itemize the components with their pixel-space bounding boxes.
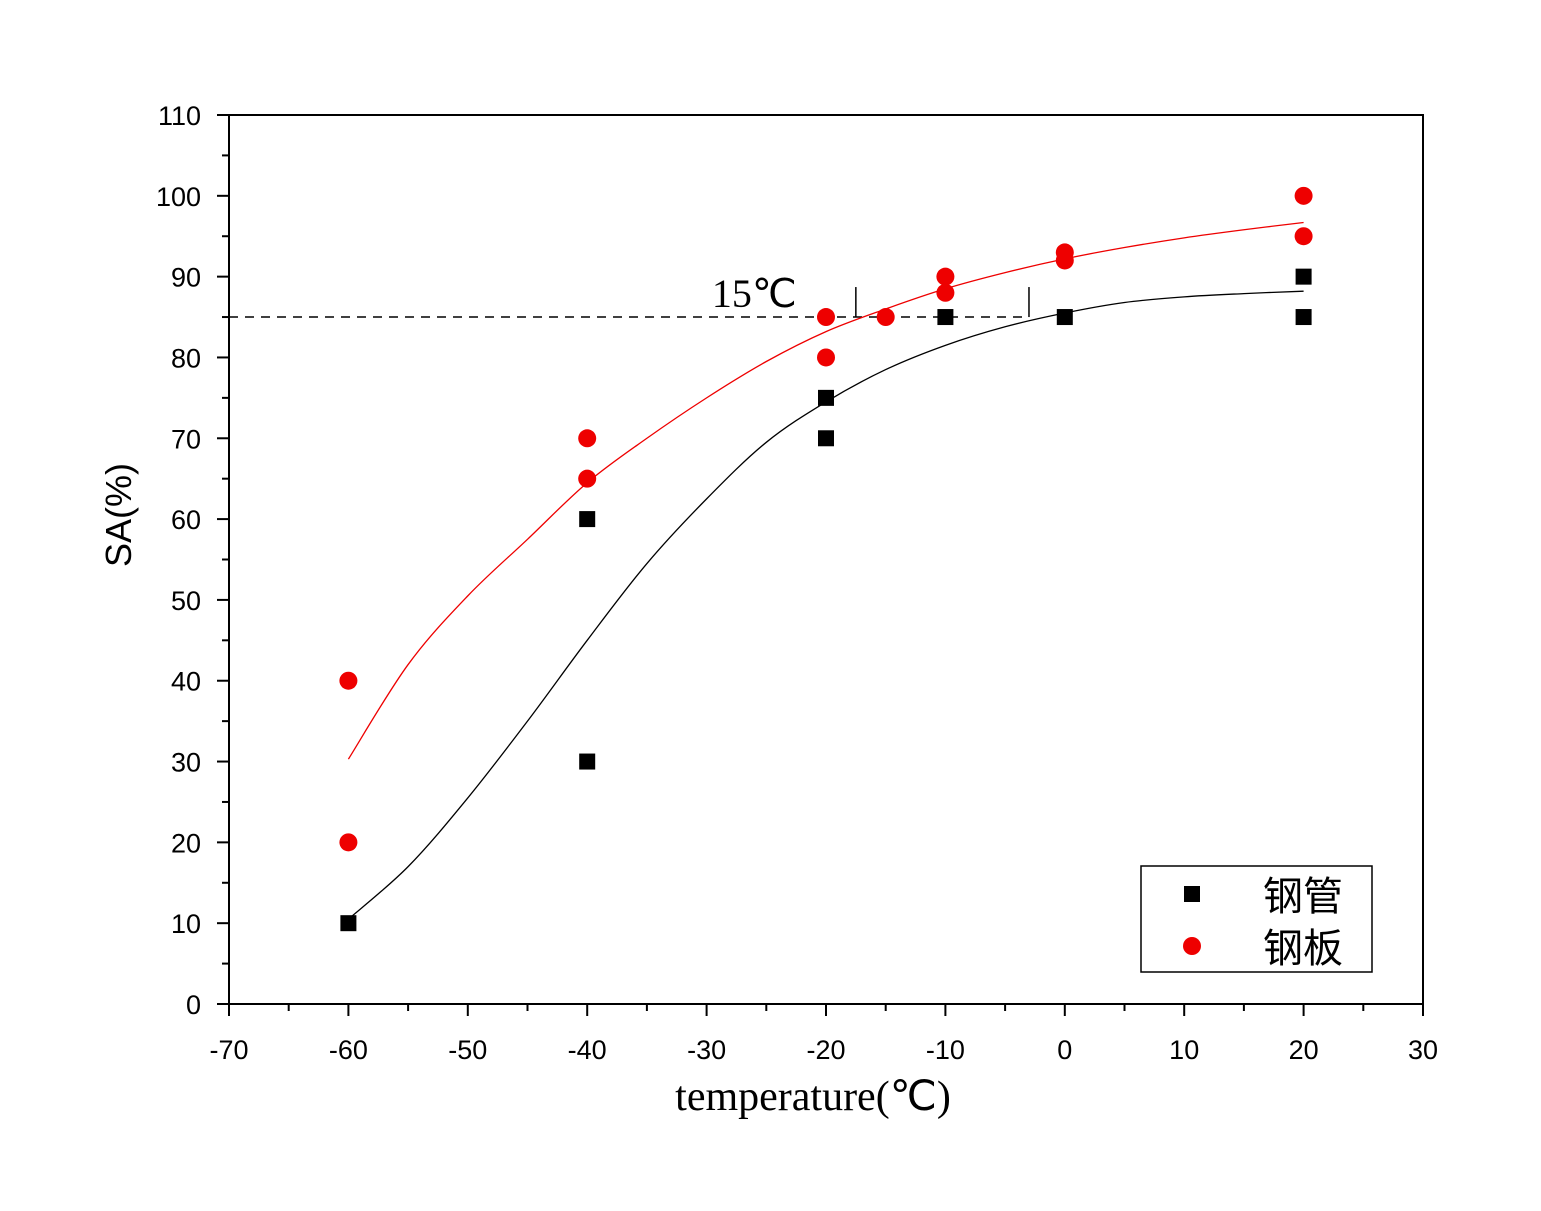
x-tick-label: -60: [329, 1035, 368, 1065]
y-tick-label: 70: [171, 424, 201, 454]
data-point-steel-plate: [339, 671, 358, 690]
y-tick-label: 30: [171, 748, 201, 778]
data-point-steel-pipe: [818, 389, 834, 406]
data-point-steel-pipe: [818, 430, 834, 447]
legend: 钢管 钢板: [1140, 865, 1373, 973]
y-tick-label: 40: [171, 667, 201, 697]
y-tick-label: 80: [171, 343, 201, 373]
legend-marker-steel-pipe: [1184, 886, 1200, 902]
x-axis: -70 -60 -50 -40 -30 -20 -10 0 10 20 30: [209, 1004, 1438, 1065]
x-tick-label: -10: [926, 1035, 965, 1065]
x-tick-label: -30: [687, 1035, 726, 1065]
x-tick-label: -40: [568, 1035, 607, 1065]
y-tick-label: 110: [158, 101, 201, 131]
data-point-steel-plate: [876, 308, 895, 327]
x-tick-label: -50: [448, 1035, 487, 1065]
data-point-steel-plate: [578, 469, 597, 488]
data-point-steel-pipe: [340, 915, 357, 932]
data-point-steel-plate: [936, 283, 955, 302]
data-point-steel-plate: [339, 833, 358, 852]
x-tick-label: -20: [806, 1035, 845, 1065]
annotation-label: 15℃: [712, 271, 797, 316]
y-tick-label: 100: [156, 182, 201, 212]
y-tick-label: 0: [186, 990, 201, 1020]
data-point-steel-plate: [1294, 186, 1313, 205]
data-point-steel-pipe: [1295, 268, 1312, 285]
y-axis-title: SA(%): [98, 463, 139, 567]
data-point-steel-plate: [817, 308, 835, 327]
x-tick-label: -70: [209, 1035, 248, 1065]
data-point-steel-pipe: [1295, 309, 1312, 326]
y-axis: 0 10 20 30 40 50 60 70 80 90 100 110: [156, 101, 229, 1020]
fit-curves: [347, 221, 1304, 920]
y-tick-label: 90: [171, 263, 201, 293]
x-axis-title: temperature(℃): [675, 1074, 951, 1120]
data-point-steel-pipe: [1056, 309, 1073, 326]
x-tick-label: 0: [1057, 1035, 1072, 1065]
data-point-steel-pipe: [937, 309, 954, 326]
y-tick-label: 60: [171, 505, 201, 535]
y-tick-label: 20: [171, 828, 201, 858]
data-point-steel-pipe: [579, 753, 596, 770]
x-tick-label: 30: [1408, 1035, 1438, 1065]
reference-layer: [229, 287, 1030, 318]
legend-label-steel-plate: 钢板: [1263, 926, 1343, 972]
x-tick-label: 10: [1169, 1035, 1199, 1065]
fit-curve-steel-plate: [347, 221, 1304, 760]
data-point-steel-plate: [936, 267, 955, 286]
legend-box: [1140, 865, 1373, 973]
data-point-steel-pipe: [579, 511, 596, 528]
data-point-steel-plate: [1055, 243, 1074, 262]
data-point-steel-plate: [817, 348, 835, 367]
data-points: [339, 186, 1313, 932]
data-point-steel-plate: [578, 429, 597, 448]
legend-marker-steel-plate: [1183, 937, 1201, 955]
data-point-steel-plate: [1294, 227, 1313, 246]
y-tick-label: 10: [171, 909, 201, 939]
legend-label-steel-pipe: 钢管: [1263, 874, 1343, 920]
y-tick-label: 50: [171, 586, 201, 616]
fit-curve-steel-pipe: [347, 290, 1304, 920]
x-tick-label: 20: [1289, 1035, 1319, 1065]
